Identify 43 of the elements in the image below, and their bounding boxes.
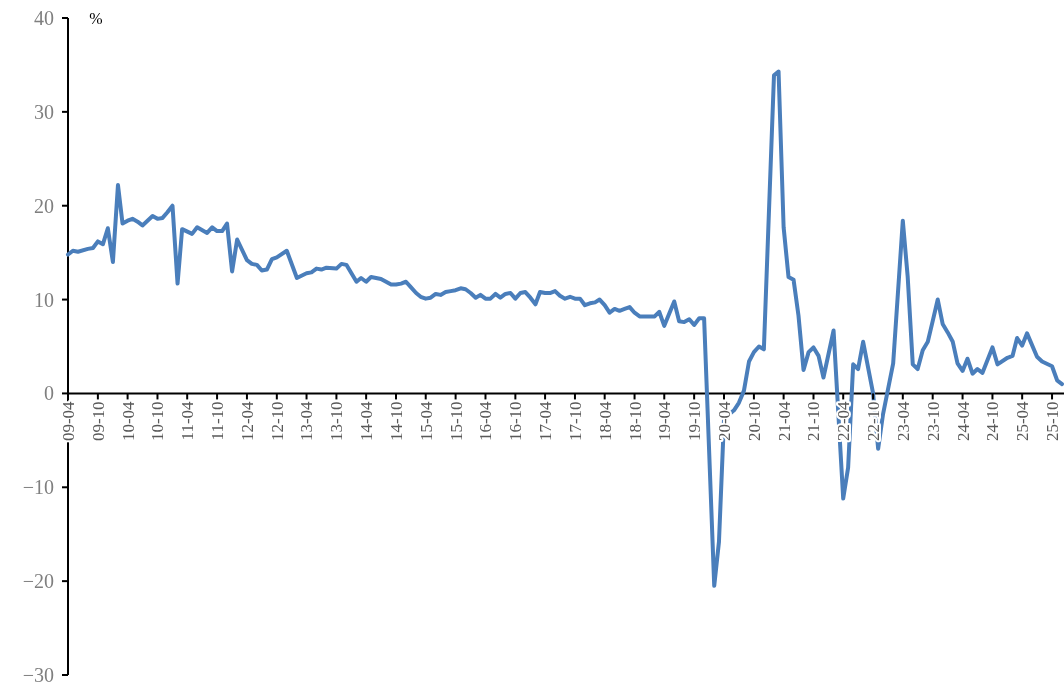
x-tick-label: 16-04	[476, 400, 496, 442]
x-tick-label: 19-04	[655, 400, 675, 442]
x-tick-label: 24-04	[953, 400, 973, 442]
x-tick-label: 12-04	[237, 400, 257, 442]
x-tick-label: 25-04	[1013, 400, 1033, 442]
x-tick-label: 23-04	[893, 400, 913, 442]
x-tick-label: 17-04	[536, 400, 556, 442]
y-tick-label: 10	[34, 288, 54, 311]
x-tick-label: 13-04	[297, 400, 317, 442]
x-tick-label: 09-04	[58, 400, 78, 442]
x-tick-label: 21-10	[804, 401, 824, 442]
y-tick-label: −20	[22, 570, 54, 593]
x-tick-label: 21-04	[774, 400, 794, 442]
y-tick-label: 30	[34, 100, 54, 123]
y-tick-label: 20	[34, 194, 54, 217]
x-tick-label: 15-04	[416, 400, 436, 442]
x-tick-label: 14-10	[386, 401, 406, 442]
x-tick-label: 22-04	[834, 400, 854, 442]
x-tick-label: 10-04	[118, 400, 138, 442]
x-tick-label: 25-10	[1042, 401, 1062, 442]
x-tick-label: 09-10	[88, 401, 108, 442]
x-tick-label: 12-10	[267, 401, 287, 442]
x-tick-label: 19-10	[685, 401, 705, 442]
x-tick-label: 22-10	[864, 401, 884, 442]
x-tick-label: 18-04	[595, 400, 615, 442]
x-tick-label: 24-10	[983, 401, 1003, 442]
x-tick-label: 10-10	[148, 401, 168, 442]
x-tick-label: 14-04	[357, 400, 377, 442]
x-tick-label: 15-10	[446, 401, 466, 442]
y-tick-label: 40	[34, 7, 54, 29]
y-tick-label: −30	[22, 664, 54, 684]
y-tick-label: −10	[22, 476, 54, 499]
y-axis-title: %	[89, 10, 103, 27]
x-tick-label: 20-04	[714, 400, 734, 442]
y-tick-label: 0	[44, 382, 54, 405]
x-tick-label: 11-04	[178, 400, 198, 441]
x-tick-label: 18-10	[625, 401, 645, 442]
x-tick-label: 13-10	[327, 401, 347, 442]
x-tick-label: 11-10	[208, 401, 228, 441]
x-tick-label: 20-10	[744, 401, 764, 442]
x-tick-label: 16-10	[506, 401, 526, 442]
x-tick-label: 23-10	[923, 401, 943, 442]
x-tick-label: 17-10	[565, 401, 585, 442]
